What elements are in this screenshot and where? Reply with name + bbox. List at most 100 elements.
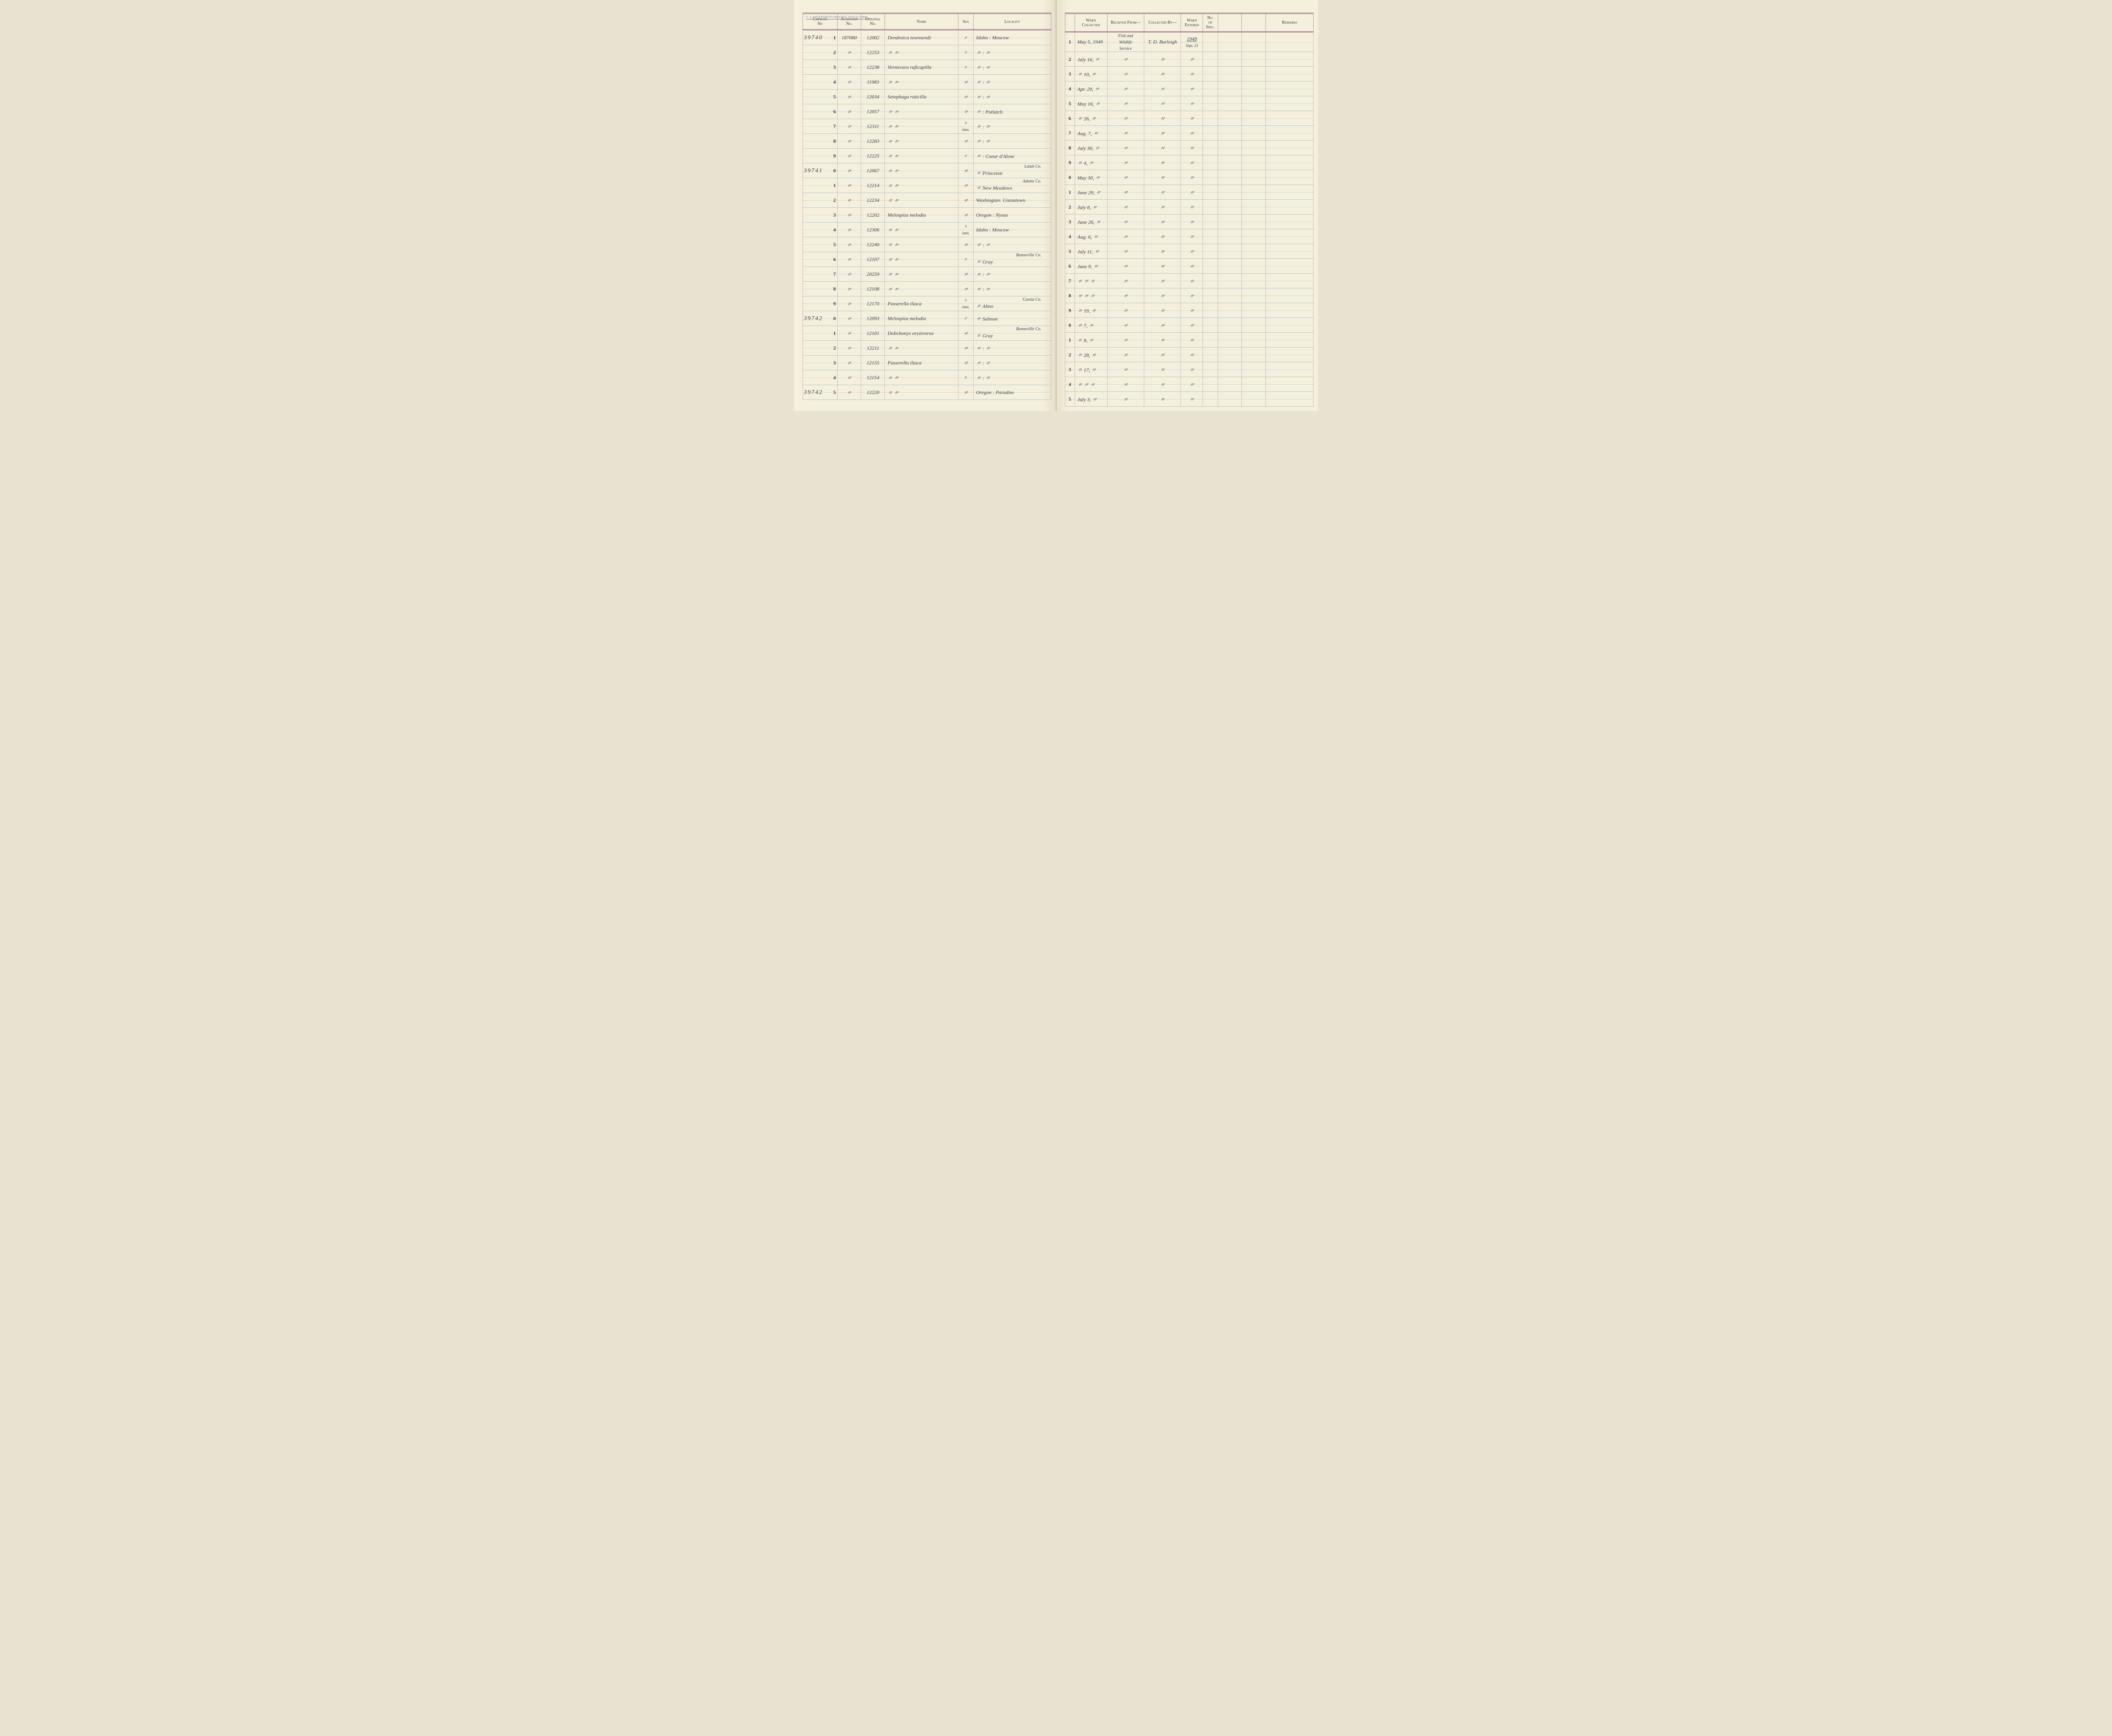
cell-remarks [1266, 229, 1313, 244]
cell-sex: 〃 [958, 356, 974, 370]
cell-locality: 〃 : 〃 [973, 341, 1051, 356]
cell-when: 〃 26, 〃 [1075, 111, 1107, 126]
table-row: 397420〃12093Melospiza melodia♂〃 Salmon [803, 311, 1051, 326]
cell-entered: 〃 [1181, 141, 1203, 155]
cell-when: July 16, 〃 [1075, 52, 1107, 67]
cell-entered: 〃 [1181, 288, 1203, 303]
cell-accession: 〃 [837, 193, 861, 208]
cell-entered: 〃 [1181, 111, 1203, 126]
cell-blank [1242, 362, 1266, 377]
cell-catalog: 2 [803, 45, 838, 60]
right-header: WhenCollected Received From— Collected B… [1065, 14, 1314, 32]
cell-blank [1218, 303, 1242, 318]
cell-nospec [1203, 32, 1218, 52]
cell-blank [1242, 141, 1266, 155]
cell-name: 〃 〃 [885, 45, 958, 60]
cell-blank [1218, 126, 1242, 141]
cell-accession: 〃 [837, 149, 861, 163]
cell-blank [1218, 259, 1242, 274]
cell-rsub: 5 [1065, 96, 1075, 111]
table-row: 0〃 7, 〃〃〃〃 [1065, 318, 1314, 333]
cell-original: 12311 [861, 119, 885, 134]
cell-original: 12238 [861, 60, 885, 75]
cell-remarks [1266, 155, 1313, 170]
cell-remarks [1266, 288, 1313, 303]
cell-blank [1242, 170, 1266, 185]
cell-collected: 〃 [1144, 111, 1181, 126]
cell-name: 〃 〃 [885, 193, 958, 208]
cell-name: 〃 〃 [885, 282, 958, 296]
cell-blank [1242, 96, 1266, 111]
cell-name: 〃 〃 [885, 341, 958, 356]
cell-catalog: 2 [803, 193, 838, 208]
cell-original: 12067 [861, 163, 885, 178]
cell-entered: 1949Sept. 23 [1181, 32, 1203, 52]
table-row: 4〃 〃 〃〃〃〃 [1065, 377, 1314, 392]
cell-locality: 〃 : 〃 [973, 267, 1051, 282]
cell-received: 〃 [1107, 141, 1144, 155]
cell-name: 〃 〃 [885, 223, 958, 237]
cell-rsub: 0 [1065, 318, 1075, 333]
cell-name: 〃 〃 [885, 119, 958, 134]
cell-rsub: 1 [1065, 333, 1075, 348]
cell-catalog: 4 [803, 75, 838, 90]
cell-rsub: 3 [1065, 67, 1075, 82]
cell-sex: ♂ [958, 60, 974, 75]
cell-received: 〃 [1107, 155, 1144, 170]
table-row: 9〃 4, 〃〃〃〃 [1065, 155, 1314, 170]
table-row: 3〃12238Vermivora ruficapilla♂〃 : 〃 [803, 60, 1051, 75]
cell-when: 〃 〃 〃 [1075, 274, 1107, 288]
cell-locality: Latah Co.〃 Princeton [973, 163, 1051, 178]
cell-sex: ♂ [958, 30, 974, 45]
cell-blank [1218, 348, 1242, 362]
cell-original: 12154 [861, 370, 885, 385]
gpo-imprint: U. S. GOVERNMENT PRINTING OFFICE 6-4008 [806, 16, 867, 19]
cell-collected: 〃 [1144, 244, 1181, 259]
cell-accession: 〃 [837, 90, 861, 104]
cell-when: July 3, 〃 [1075, 392, 1107, 407]
table-row: 6June 9, 〃〃〃〃 [1065, 259, 1314, 274]
cell-locality: 〃 : 〃 [973, 282, 1051, 296]
cell-locality: Idaho : Moscow [973, 30, 1051, 45]
cell-original: 12211 [861, 341, 885, 356]
cell-blank [1218, 377, 1242, 392]
cell-catalog: 397420 [803, 311, 838, 326]
table-row: 7〃20259〃 〃〃〃 : 〃 [803, 267, 1051, 282]
table-row: 2〃12234〃 〃〃Washington: Uniontown [803, 193, 1051, 208]
cell-blank [1218, 67, 1242, 82]
cell-rsub: 4 [1065, 229, 1075, 244]
cell-name: 〃 〃 [885, 267, 958, 282]
cell-when: 〃 28, 〃 [1075, 348, 1107, 362]
cell-entered: 〃 [1181, 362, 1203, 377]
cell-original: 12234 [861, 193, 885, 208]
cell-catalog: 2 [803, 341, 838, 356]
table-row: 4〃12306〃 〃♀imm.Idaho : Moscow [803, 223, 1051, 237]
cell-entered: 〃 [1181, 200, 1203, 215]
cell-original: 20259 [861, 267, 885, 282]
left-page: U. S. GOVERNMENT PRINTING OFFICE 6-4008 … [794, 0, 1056, 411]
cell-blank [1242, 215, 1266, 229]
cell-blank [1242, 348, 1266, 362]
cell-entered: 〃 [1181, 215, 1203, 229]
cell-catalog: 9 [803, 149, 838, 163]
cell-when: June 26, 〃 [1075, 215, 1107, 229]
cell-catalog: 3 [803, 356, 838, 370]
cell-remarks [1266, 126, 1313, 141]
cell-collected: 〃 [1144, 274, 1181, 288]
cell-accession: 〃 [837, 134, 861, 149]
cell-when: 〃 4, 〃 [1075, 155, 1107, 170]
cell-accession: 〃 [837, 178, 861, 193]
cell-nospec [1203, 96, 1218, 111]
cell-original: 12101 [861, 326, 885, 341]
cell-received: 〃 [1107, 215, 1144, 229]
cell-catalog: 7 [803, 119, 838, 134]
hdr-received: Received From— [1107, 14, 1144, 32]
cell-locality: 〃 : 〃 [973, 370, 1051, 385]
cell-entered: 〃 [1181, 96, 1203, 111]
cell-blank [1242, 288, 1266, 303]
ledger-spread: U. S. GOVERNMENT PRINTING OFFICE 6-4008 … [794, 0, 1318, 411]
table-row: 5〃12034Setophaga ruticilla〃〃 : 〃 [803, 90, 1051, 104]
cell-blank [1218, 32, 1242, 52]
cell-sex: 〃 [958, 267, 974, 282]
cell-blank [1218, 215, 1242, 229]
